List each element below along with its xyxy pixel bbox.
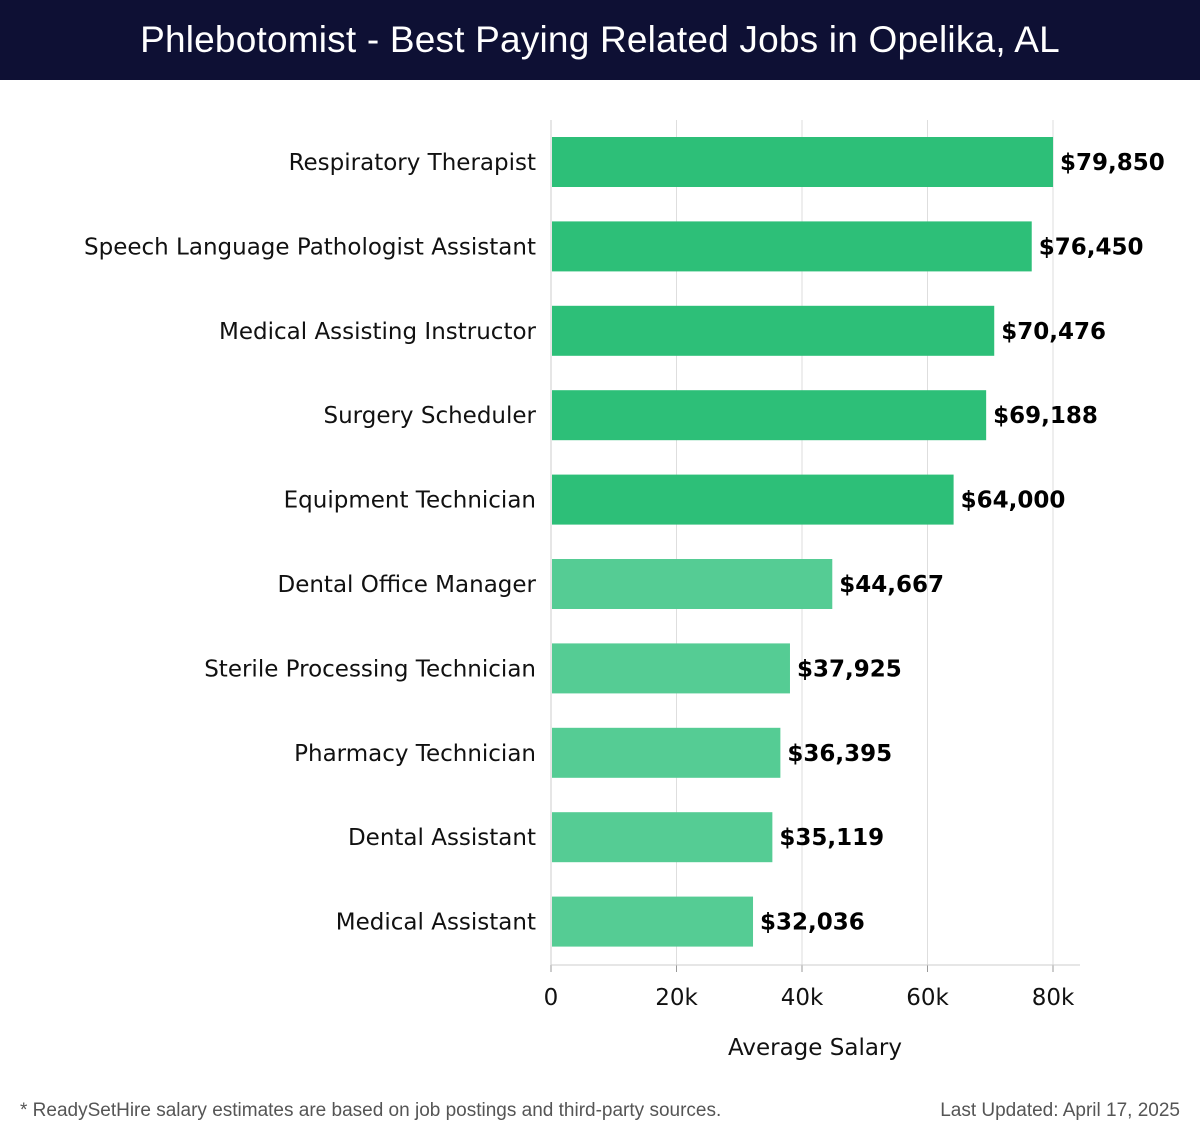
- value-label: $70,476: [1001, 319, 1106, 345]
- value-label: $36,395: [787, 741, 892, 767]
- bar: [552, 390, 987, 441]
- category-label: Sterile Processing Technician: [204, 656, 536, 682]
- bar: [552, 812, 773, 863]
- category-label: Surgery Scheduler: [323, 403, 536, 429]
- x-tick-label: 0: [544, 985, 559, 1011]
- bar: [552, 474, 954, 525]
- bar: [552, 559, 833, 609]
- category-label: Medical Assistant: [336, 910, 536, 936]
- category-label: Pharmacy Technician: [294, 741, 536, 767]
- bar: [552, 727, 781, 778]
- salary-bar-chart: Respiratory Therapist $79,850 Speech Langu…: [84, 120, 1165, 1061]
- footnote: * ReadySetHire salary estimates are base…: [20, 1100, 722, 1121]
- value-label: $76,450: [1039, 234, 1144, 260]
- category-label: Dental Office Manager: [277, 572, 536, 598]
- x-tick-label: 40k: [781, 985, 824, 1011]
- value-label: $69,188: [993, 403, 1098, 429]
- x-axis-title: Average Salary: [728, 1035, 902, 1061]
- category-label: Dental Assistant: [348, 825, 536, 851]
- category-label: Respiratory Therapist: [289, 150, 536, 176]
- chart-header: Phlebotomist - Best Paying Related Jobs …: [0, 0, 1200, 80]
- chart-title: Phlebotomist - Best Paying Related Jobs …: [140, 19, 1060, 60]
- x-tick-label: 80k: [1032, 985, 1075, 1011]
- value-label: $44,667: [839, 572, 944, 598]
- value-label: $32,036: [760, 910, 865, 936]
- bars: Respiratory Therapist $79,850 Speech Langu…: [84, 137, 1165, 947]
- x-tick-label: 20k: [655, 985, 698, 1011]
- bar: [552, 137, 1054, 187]
- bar: [552, 221, 1032, 272]
- bar: [552, 643, 790, 694]
- category-label: Speech Language Pathologist Assistant: [84, 234, 536, 260]
- category-label: Equipment Technician: [284, 488, 536, 514]
- value-label: $37,925: [797, 656, 902, 682]
- category-label: Medical Assisting Instructor: [219, 319, 537, 345]
- bar: [552, 896, 754, 947]
- axes: 0 20k 40k 60k 80k: [544, 120, 1080, 1011]
- x-tick-label: 60k: [906, 985, 949, 1011]
- bar: [552, 305, 995, 356]
- value-label: $79,850: [1060, 150, 1165, 176]
- value-label: $64,000: [961, 488, 1066, 514]
- value-label: $35,119: [779, 825, 884, 851]
- last-updated: Last Updated: April 17, 2025: [940, 1100, 1180, 1121]
